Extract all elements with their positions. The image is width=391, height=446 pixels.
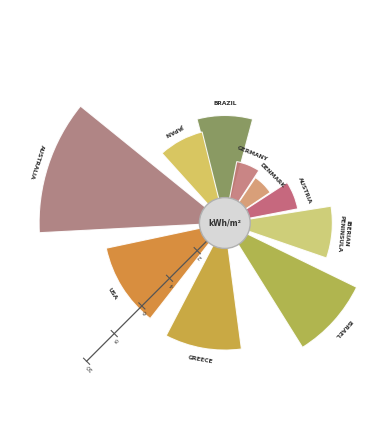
Wedge shape — [225, 182, 298, 223]
Wedge shape — [225, 206, 332, 258]
Text: AUSTRALIA: AUSTRALIA — [29, 144, 45, 180]
Text: GREECE: GREECE — [188, 355, 214, 364]
Wedge shape — [162, 132, 225, 223]
Text: 6: 6 — [142, 309, 148, 315]
Text: JAPAN: JAPAN — [165, 123, 185, 136]
Text: GERMANY: GERMANY — [237, 146, 269, 162]
Wedge shape — [225, 161, 259, 223]
Text: 10: 10 — [85, 363, 94, 372]
Wedge shape — [225, 178, 270, 223]
Text: AUSTRIA: AUSTRIA — [297, 177, 312, 205]
Wedge shape — [197, 116, 253, 223]
Text: DENMARK: DENMARK — [258, 163, 285, 190]
Text: kWh/m²: kWh/m² — [208, 219, 241, 227]
Text: USA: USA — [106, 286, 118, 301]
Text: IBERIAN
PENINSULA: IBERIAN PENINSULA — [337, 215, 351, 252]
Circle shape — [199, 198, 250, 248]
Wedge shape — [39, 106, 225, 233]
Wedge shape — [106, 223, 225, 318]
Wedge shape — [166, 223, 241, 350]
Text: 4: 4 — [169, 281, 176, 288]
Text: BRAZIL: BRAZIL — [213, 101, 237, 106]
Text: ISRAEL: ISRAEL — [333, 319, 352, 339]
Wedge shape — [225, 223, 357, 347]
Text: 8: 8 — [114, 337, 120, 343]
Text: 2: 2 — [197, 254, 203, 260]
